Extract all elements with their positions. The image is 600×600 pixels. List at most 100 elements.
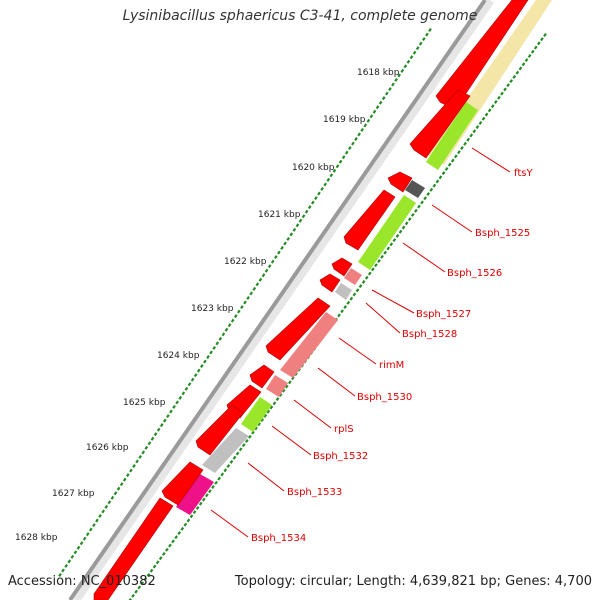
scale-dot: [432, 183, 437, 188]
scale-dot: [423, 196, 427, 201]
scale-dot: [138, 454, 142, 459]
scale-dot: [266, 409, 271, 414]
scale-dot: [229, 459, 234, 464]
scale-dot: [281, 388, 286, 393]
scale-dot: [469, 133, 474, 138]
scale-dot: [141, 450, 146, 455]
scale-dot: [249, 291, 253, 296]
gene-Bsph_1526-block: [358, 195, 416, 270]
scale-dot: [422, 37, 426, 42]
scale-dot: [181, 391, 186, 396]
scale-dot: [403, 64, 408, 69]
scale-dot: [283, 241, 287, 246]
forward-strand-genes: [93, 0, 529, 600]
scale-dot: [457, 150, 461, 155]
gene-arrow: [387, 171, 413, 193]
gene-label: ftsY: [514, 168, 533, 179]
scale-dot: [134, 589, 138, 594]
scale-dot: [298, 218, 303, 223]
scale-dot: [288, 380, 292, 385]
gene-arrow: [249, 364, 275, 389]
gene-rplS-block: [241, 397, 272, 432]
gene-labels: ftsY Bsph_1525 Bsph_1526 Bsph_1527 Bsph_…: [251, 168, 533, 544]
scale-dot: [354, 137, 358, 141]
scale-dot: [389, 242, 394, 247]
tick-label: 1623 kbp: [191, 304, 234, 314]
gene-arrow: [409, 89, 471, 159]
scale-dot: [205, 493, 209, 498]
scale-dot: [337, 313, 341, 318]
scale-dot: [360, 127, 364, 132]
scale-dot: [478, 120, 483, 125]
scale-dot: [171, 539, 175, 544]
scale-dot: [533, 45, 538, 50]
scale-dot: [153, 432, 158, 437]
scale-dot: [320, 187, 324, 191]
scale-dot: [220, 472, 225, 477]
scale-dot: [161, 552, 166, 556]
gene-Bsph_1532-block: [202, 428, 249, 473]
scale-dot: [406, 59, 411, 64]
scale-dot: [425, 32, 429, 37]
scale-dot: [466, 137, 470, 142]
scale-dot: [146, 572, 151, 577]
scale-dot: [301, 214, 306, 219]
scale-dot: [260, 418, 265, 422]
scale-dot: [410, 213, 415, 217]
scale-dot: [67, 559, 72, 564]
scale-dot: [512, 74, 517, 79]
gene-arrow: [195, 404, 244, 456]
scale-dot: [314, 196, 318, 200]
scale-dot: [326, 177, 331, 182]
scale-dot: [460, 146, 464, 150]
scale-dot: [178, 395, 183, 400]
scale-dot: [284, 384, 289, 389]
scale-dot: [450, 158, 455, 163]
scale-dot: [415, 46, 420, 51]
scale-dot: [79, 541, 84, 546]
scale-dot: [291, 376, 295, 381]
gene-label: Bsph_1528: [402, 329, 457, 340]
scale-dot: [540, 37, 544, 42]
scale-dot: [481, 116, 486, 121]
scale-dot: [248, 434, 252, 439]
scale-dot: [429, 187, 434, 192]
gene-Bsph_1525-block: [405, 180, 425, 198]
scale-dot: [172, 405, 176, 409]
scale-dot: [398, 229, 403, 234]
scale-dot: [438, 175, 443, 180]
tick-label: 1619 kbp: [323, 115, 366, 125]
scale-dot: [304, 209, 309, 214]
scale-dot: [208, 489, 212, 494]
map-title: Lysinibacillus sphaericus C3-41, complet…: [122, 8, 478, 24]
scale-dot: [395, 233, 400, 238]
tick-label: 1626 kbp: [86, 443, 129, 453]
scale-dot: [543, 33, 547, 37]
scale-dot: [237, 309, 241, 314]
scale-dot: [380, 254, 384, 259]
scale-dot: [224, 327, 229, 332]
scale-dot: [135, 459, 139, 464]
scale-dot: [286, 236, 290, 241]
scale-dot: [401, 225, 406, 230]
scale-dot: [307, 205, 312, 210]
scale-dot: [198, 501, 203, 506]
scale-dot: [263, 413, 268, 418]
scale-dot: [227, 323, 232, 328]
gene-label: Bsph_1534: [251, 533, 306, 544]
gene-arrow: [343, 189, 396, 251]
reverse-strand-genes: [170, 0, 552, 515]
scale-dot: [190, 377, 195, 382]
scale-dot: [407, 217, 412, 222]
scale-dot: [361, 279, 366, 284]
scale-dot: [110, 495, 115, 500]
gene-label: Bsph_1526: [447, 268, 502, 279]
tick-label: 1618 kbp: [357, 68, 400, 78]
scale-dot: [323, 182, 327, 187]
scale-dot: [400, 68, 405, 73]
scale-dot: [223, 468, 228, 473]
scale-dot: [521, 62, 526, 67]
gene-label: Bsph_1525: [475, 228, 530, 239]
scale-dot: [355, 288, 360, 293]
gene-arrow: [265, 297, 331, 361]
